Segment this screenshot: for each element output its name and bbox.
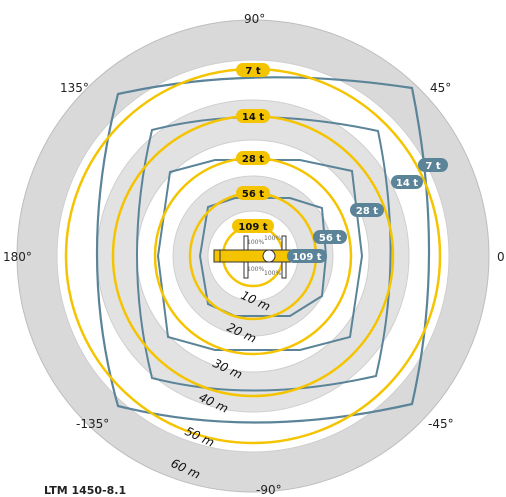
svg-text:109 t: 109 t [292,252,321,263]
angle-label-0: 0 [497,250,505,264]
slewing-ring [262,249,276,263]
load-pill-7t: 7 t [236,63,270,77]
outrigger-curve-56t [198,197,328,317]
load-pill-56t: 56 t [236,186,270,200]
svg-text:28 t: 28 t [356,206,378,217]
angle-label-neg45: -45° [428,417,454,431]
angle-label-135: 135° [60,81,89,95]
model-label: LTM 1450-8.1 [44,484,127,497]
svg-text:7 t: 7 t [245,66,260,77]
outrigger-percent-tr: 100% [264,235,281,242]
outrigger-pill-14t: 14 t [391,175,423,189]
outrigger-percent-bl: 100% [247,266,264,273]
angle-label-45: 45° [430,81,451,95]
crane-footprint: 100% 100% 100% 100% [213,235,295,279]
load-pill-14t: 14 t [236,109,270,123]
crane-carrier [213,249,295,263]
angle-label-neg135: -135° [76,417,109,431]
svg-text:56 t: 56 t [242,189,264,200]
svg-text:109 t: 109 t [238,222,267,233]
outrigger-pill-28t: 28 t [350,203,384,217]
outrigger-pill-56t: 56 t [313,230,347,244]
outrigger-percent-br: 100% [264,270,281,277]
load-pill-109t: 109 t [232,219,274,233]
angle-label-neg90: -90° [256,483,282,495]
svg-text:28 t: 28 t [242,154,264,165]
outrigger-percent-tl: 100% [247,239,264,246]
svg-text:14 t: 14 t [396,178,418,189]
svg-text:7 t: 7 t [425,161,440,172]
svg-text:14 t: 14 t [242,112,264,123]
load-pill-28t: 28 t [236,151,270,165]
angle-label-180: 180° [3,250,32,264]
svg-text:56 t: 56 t [319,233,341,244]
outrigger-pill-7t: 7 t [418,158,448,172]
outrigger-curve-14t [136,116,392,392]
angle-label-90: 90° [244,12,265,26]
outrigger-pill-109t: 109 t [287,249,327,263]
